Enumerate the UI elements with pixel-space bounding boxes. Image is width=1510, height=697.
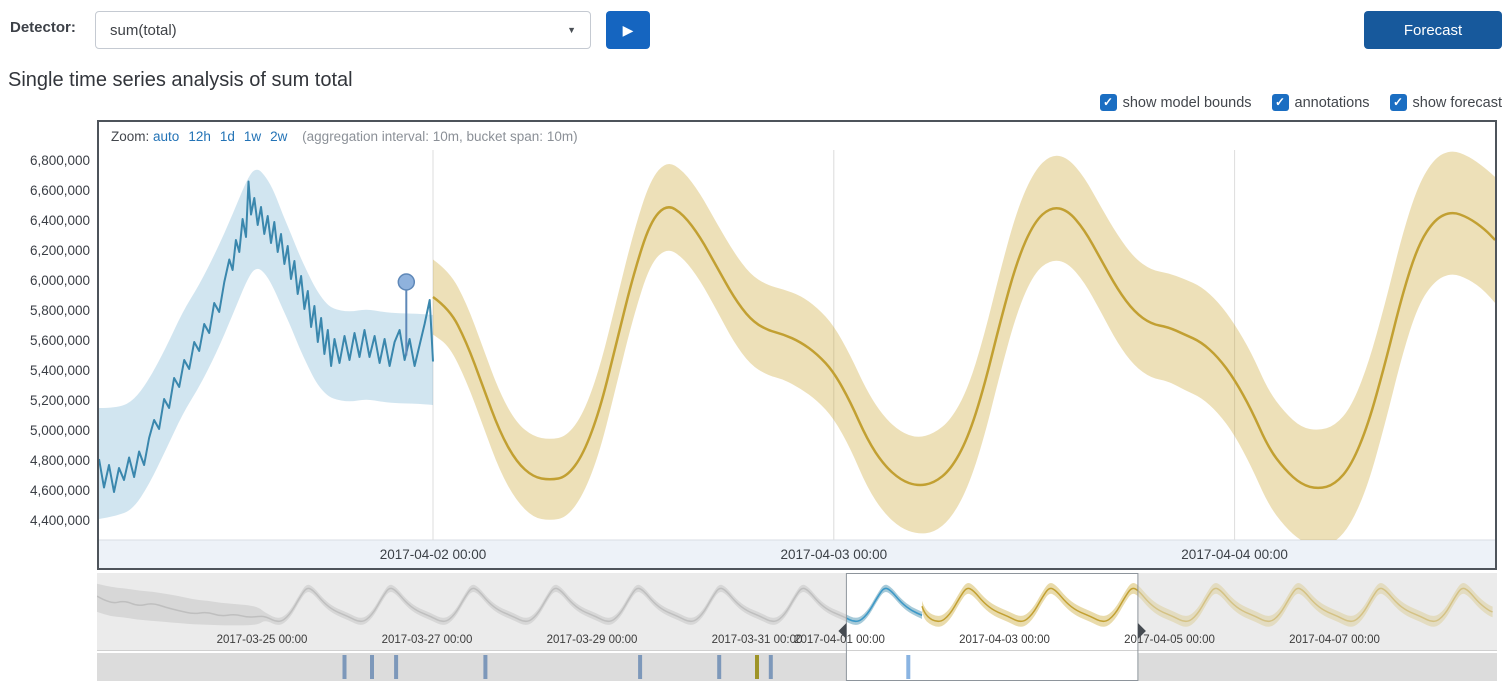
context-axis-tick-label: 2017-04-03 00:00 xyxy=(959,634,1050,646)
y-axis-labels: 6,800,000 6,600,000 6,400,000 6,200,000 6,00… xyxy=(0,122,90,572)
x-axis-tick-label: 2017-04-03 00:00 xyxy=(781,547,888,562)
play-button[interactable]: ▶ xyxy=(606,11,650,49)
annotation-tick[interactable] xyxy=(370,655,374,679)
context-axis-tick-label: 2017-04-01 00:00 xyxy=(794,634,885,646)
context-axis-tick-label: 2017-03-25 00:00 xyxy=(217,634,308,646)
context-actual-bounds-selected xyxy=(846,584,922,625)
zoom-aggregation-info: (aggregation interval: 10m, bucket span:… xyxy=(302,129,578,144)
zoom-option-1d[interactable]: 1d xyxy=(219,129,235,144)
checkbox-label: annotations xyxy=(1294,94,1370,111)
brush-selection-background xyxy=(846,573,1138,650)
y-axis-tick-label: 4,800,000 xyxy=(29,453,90,468)
x-axis-strip xyxy=(99,540,1495,568)
context-forecast-bounds xyxy=(922,582,1493,627)
annotation-tick[interactable] xyxy=(906,655,911,679)
forecast-start-marker[interactable] xyxy=(397,273,416,291)
x-axis-tick-label: 2017-04-04 00:00 xyxy=(1181,547,1288,562)
zoom-option-1w[interactable]: 1w xyxy=(243,129,262,144)
zoom-label: Zoom: xyxy=(111,129,150,144)
annotation-tick[interactable] xyxy=(755,655,759,679)
y-axis-tick-label: 6,200,000 xyxy=(29,243,90,258)
y-axis-tick-label: 5,600,000 xyxy=(29,333,90,348)
zoom-option-2w[interactable]: 2w xyxy=(270,129,288,144)
checkbox-label: show forecast xyxy=(1412,94,1502,111)
chevron-down-icon: ▼ xyxy=(567,25,576,35)
forecast-line xyxy=(432,206,1495,490)
context-axis-tick-label: 2017-03-27 00:00 xyxy=(382,634,473,646)
annotation-tick[interactable] xyxy=(768,655,773,679)
context-axis-tick-label: 2017-04-05 00:00 xyxy=(1124,634,1215,646)
context-axis-tick-label: 2017-03-29 00:00 xyxy=(547,634,638,646)
zoom-option-auto[interactable]: auto xyxy=(153,129,180,144)
y-axis-tick-label: 6,000,000 xyxy=(29,273,90,288)
context-actual-line xyxy=(97,587,923,623)
context-background xyxy=(97,573,1497,650)
context-navigator-chart[interactable]: 2017-03-25 00:00 2017-03-27 00:00 2017-03-… xyxy=(97,573,1497,685)
checkbox-check-icon[interactable]: ✓ xyxy=(1099,94,1117,111)
y-axis-tick-label: 6,800,000 xyxy=(29,153,90,168)
y-axis-tick-label: 5,400,000 xyxy=(29,363,90,378)
checkbox-show-model-bounds[interactable]: ✓ show model bounds xyxy=(1099,94,1252,111)
detector-selected-value: sum(total) xyxy=(110,21,177,39)
play-icon: ▶ xyxy=(622,21,634,38)
annotation-tick[interactable] xyxy=(342,655,347,679)
checkbox-check-icon[interactable]: ✓ xyxy=(1271,94,1289,111)
zoom-option-12h[interactable]: 12h xyxy=(188,129,211,144)
forecast-button[interactable]: Forecast xyxy=(1364,11,1502,49)
forecast-bounds-area xyxy=(433,151,1495,540)
annotation-tick[interactable] xyxy=(394,655,399,679)
y-axis-tick-label: 6,600,000 xyxy=(29,183,90,198)
checkbox-annotations[interactable]: ✓ annotations xyxy=(1271,94,1370,111)
annotation-tick[interactable] xyxy=(638,655,643,679)
context-forecast-line xyxy=(921,587,1493,623)
zoom-bar: Zoom: auto 12h 1d 1w 2w (aggregation interva… xyxy=(111,129,578,144)
actual-line xyxy=(99,180,434,493)
brush-handle-right[interactable] xyxy=(1137,623,1146,639)
y-axis-tick-label: 5,000,000 xyxy=(29,423,90,438)
chart-display-controls: ✓ show model bounds ✓ annotations ✓ show fore… xyxy=(1099,94,1502,111)
context-axis-tick-label: 2017-04-07 00:00 xyxy=(1289,634,1380,646)
checkbox-label: show model bounds xyxy=(1122,94,1252,111)
y-axis-tick-label: 6,400,000 xyxy=(29,213,90,228)
checkbox-check-icon[interactable]: ✓ xyxy=(1389,94,1407,111)
x-axis-tick-label: 2017-04-02 00:00 xyxy=(380,547,487,562)
annotation-tick[interactable] xyxy=(483,655,488,679)
main-timeseries-chart: Zoom: auto 12h 1d 1w 2w (aggregation interva… xyxy=(97,120,1497,570)
checkbox-show-forecast[interactable]: ✓ show forecast xyxy=(1389,94,1502,111)
y-axis-tick-label: 4,600,000 xyxy=(29,483,90,498)
annotation-tick[interactable] xyxy=(717,655,722,679)
annotation-swimlane xyxy=(97,653,1497,681)
brush-mask-left xyxy=(97,573,847,650)
zoom-links: auto 12h 1d 1w 2w xyxy=(153,129,296,144)
brush-mask-right xyxy=(1137,573,1497,650)
timeseries-plot[interactable]: 2017-04-02 00:00 2017-04-03 00:00 2017-04-… xyxy=(99,122,1495,568)
detector-label: Detector: xyxy=(10,19,76,36)
y-axis-tick-label: 4,400,000 xyxy=(29,513,90,528)
page-title: Single time series analysis of sum total xyxy=(8,69,353,91)
context-axis-tick-label: 2017-03-31 00:00 xyxy=(712,634,803,646)
context-actual-bounds xyxy=(97,583,922,626)
brush-handle-left[interactable] xyxy=(838,623,847,639)
y-axis-tick-label: 5,200,000 xyxy=(29,393,90,408)
brush-swimlane-background xyxy=(846,653,1138,681)
detector-select[interactable]: sum(total) ▼ xyxy=(95,11,591,49)
y-axis-tick-label: 5,800,000 xyxy=(29,303,90,318)
